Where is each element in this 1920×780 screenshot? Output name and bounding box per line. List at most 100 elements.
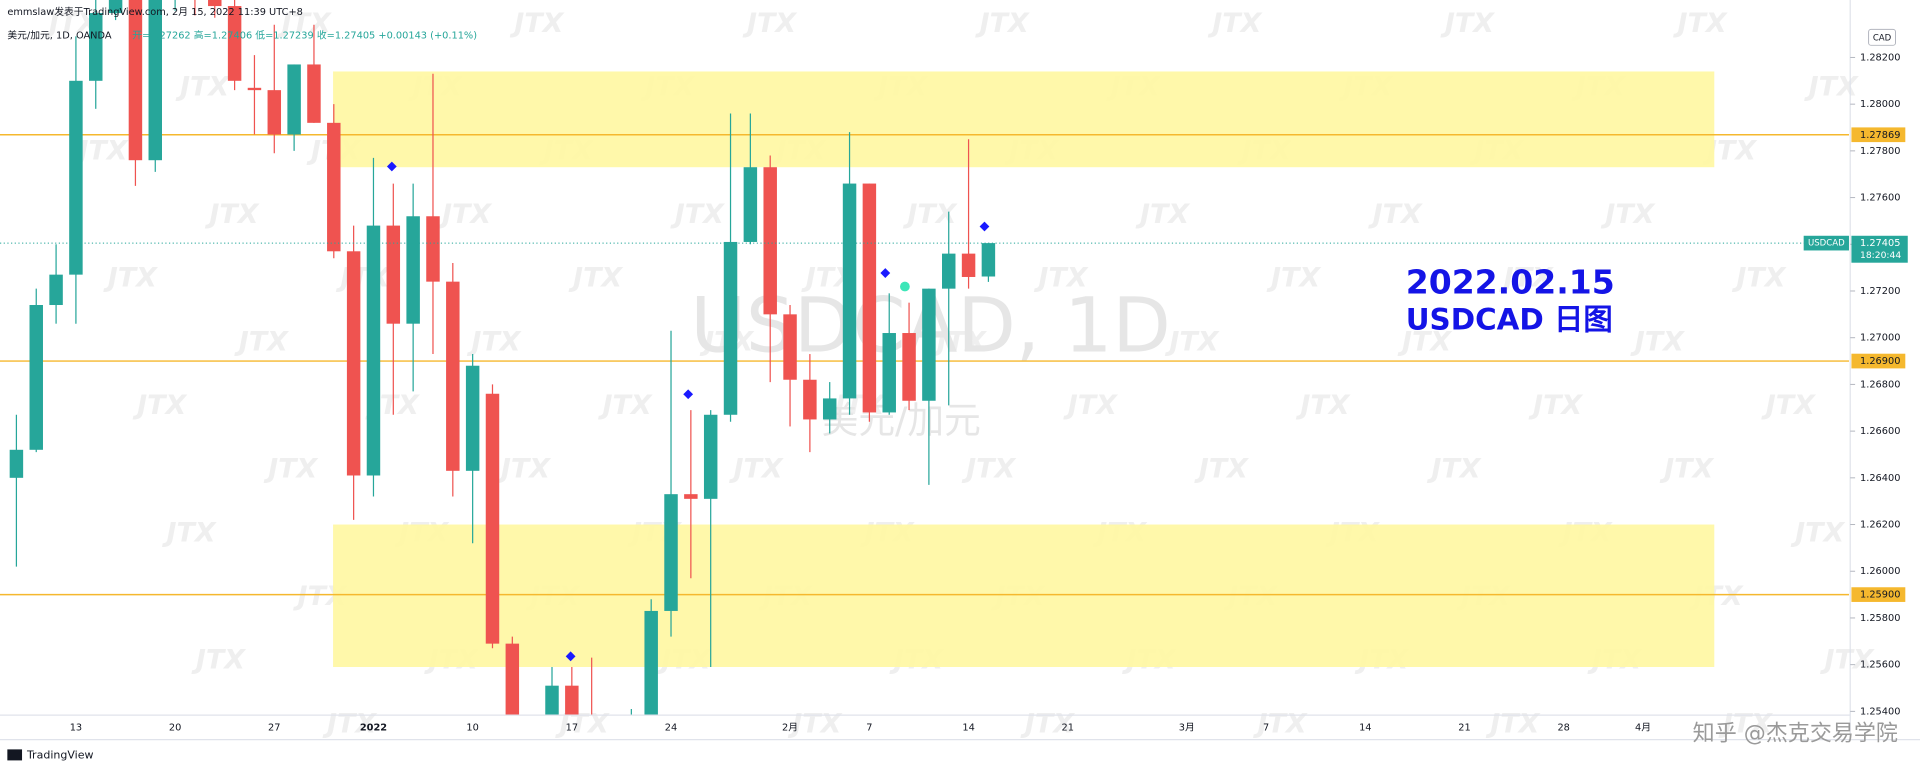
brand-watermark: JTX [1253, 708, 1308, 739]
brand-watermark: JTX [1426, 454, 1481, 485]
last-price-label: 1.27405 [1860, 238, 1900, 249]
candle-body [783, 314, 797, 380]
candle-body [307, 64, 321, 123]
candle-body [89, 13, 103, 81]
brand-watermark: JTX [742, 8, 797, 39]
footer-logo-text: TradingView [26, 749, 94, 762]
brand-watermark: JTX [335, 263, 390, 294]
brand-watermark: JTX [1731, 263, 1786, 294]
signal-diamond [979, 221, 990, 232]
annotation-title: USDCAD 日图 [1406, 302, 1613, 336]
level-label: 1.26900 [1860, 356, 1900, 367]
x-tick-label: 7 [866, 722, 872, 733]
brand-watermark: JTX [1673, 8, 1728, 39]
brand-watermark: JTX [103, 263, 158, 294]
x-tick-label: 7 [1263, 722, 1269, 733]
brand-watermark: JTX [1790, 517, 1845, 548]
level-label-box [1851, 587, 1906, 602]
x-tick-label: 21 [1458, 722, 1470, 733]
y-tick-label: 1.27000 [1860, 333, 1900, 344]
brand-watermark: JTX [597, 390, 652, 421]
level-label: 1.25900 [1860, 590, 1900, 601]
x-tick-label: 20 [169, 722, 181, 733]
brand-watermark: JTX [555, 708, 610, 739]
legend-symbol: 美元/加元, 1D, OANDA [7, 29, 112, 42]
brand-watermark: JTX [1207, 8, 1262, 39]
brand-watermark: JTX [204, 199, 259, 230]
candle-body [822, 398, 837, 420]
candle-body [108, 0, 123, 14]
candle-body [942, 253, 956, 289]
y-tick-label: 1.26200 [1860, 520, 1900, 531]
candle-body [247, 87, 262, 91]
footer-logo[interactable]: TradingView [7, 749, 94, 762]
candle-body [743, 167, 758, 242]
candle-body [703, 414, 718, 499]
brand-watermark: JTX [263, 454, 318, 485]
x-tick-label: 14 [1359, 722, 1371, 733]
brand-watermark: JTX [466, 326, 521, 357]
x-tick-label: 13 [70, 722, 82, 733]
y-tick-label: 1.26000 [1860, 566, 1900, 577]
x-tick-label: 24 [665, 722, 677, 733]
x-tick-label: 14 [962, 722, 974, 733]
signal-markers [386, 161, 990, 662]
currency-box[interactable] [1868, 28, 1896, 46]
brand-watermark: JTX [1659, 454, 1714, 485]
candle-body [565, 685, 579, 716]
candle-body [406, 216, 420, 324]
brand-watermark: JTX [132, 390, 187, 421]
x-tick-label: 2022 [360, 722, 387, 733]
candle-body [267, 90, 282, 135]
candle-body [545, 685, 559, 716]
brand-watermark: JTX [162, 517, 217, 548]
brand-watermark: JTX [670, 199, 725, 230]
brand-watermark: JTX [728, 454, 783, 485]
y-tick-label: 1.27800 [1860, 146, 1900, 157]
symbol-label: USDCAD [1808, 239, 1845, 249]
plot-area [0, 0, 1849, 716]
candle-body [723, 241, 738, 415]
x-tick-label: 21 [1062, 722, 1074, 733]
legend-values: 开=1.27262 高=1.27406 低=1.27239 收=1.27405 … [132, 29, 477, 42]
candle-body [882, 333, 896, 413]
brand-watermark: JTX [1020, 708, 1075, 739]
candle-body [664, 494, 678, 611]
y-tick-label: 1.28200 [1860, 52, 1900, 63]
candle-body [227, 6, 242, 81]
candle-body [922, 288, 936, 401]
x-tick-label: 10 [466, 722, 478, 733]
level-label: 1.27869 [1860, 130, 1900, 141]
brand-watermark: JTX [1135, 199, 1190, 230]
candle-body [287, 64, 301, 135]
candle-body [9, 449, 24, 478]
footer-credit: 知乎 @杰克交易学院 [1693, 722, 1898, 747]
y-tick-label: 1.25400 [1860, 706, 1900, 717]
brand-watermark: JTX [1630, 326, 1685, 357]
x-tick-label: 17 [566, 722, 578, 733]
brand-watermark: JTX [322, 708, 377, 739]
brand-watermark: JTX [975, 8, 1030, 39]
brand-watermark: JTX [437, 199, 492, 230]
signal-dot [900, 281, 910, 292]
y-tick-label: 1.27200 [1860, 286, 1900, 297]
zone [333, 71, 1715, 168]
brand-watermark: JTX [1164, 326, 1219, 357]
brand-watermark: JTX [509, 8, 564, 39]
candle-body [485, 393, 500, 644]
name-watermark: 美元/加元 [822, 399, 981, 442]
candle-body [386, 225, 401, 324]
brand-watermark: JTX [961, 454, 1016, 485]
header: emmslaw发表于TradingView.com, 2月 15, 2022 1… [7, 5, 303, 18]
candle-body [902, 333, 916, 401]
signal-diamond [565, 651, 576, 662]
brand-watermark: JTX [932, 326, 987, 357]
y-tick-label: 1.26400 [1860, 473, 1900, 484]
countdown-label: 18:20:44 [1860, 250, 1901, 261]
brand-watermark: JTX [1295, 390, 1350, 421]
brand-watermark: JTX [1499, 263, 1554, 294]
y-tick-label: 1.26600 [1860, 426, 1900, 437]
candle-body [981, 243, 996, 277]
signal-diamond [880, 268, 891, 278]
